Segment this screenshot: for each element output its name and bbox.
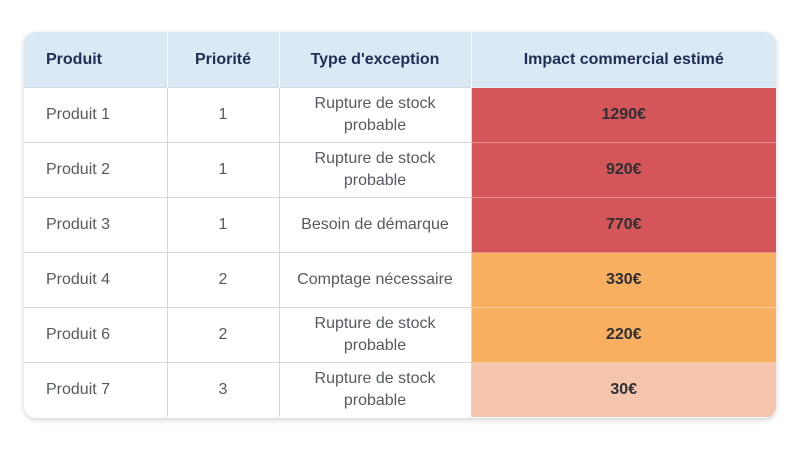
cell-priority: 1	[167, 142, 280, 198]
cell-exception-type: Rupture de stock probable	[279, 142, 472, 198]
cell-product: Produit 3	[24, 197, 168, 253]
cell-impact: 330€	[471, 252, 776, 308]
cell-impact: 220€	[471, 307, 776, 363]
cell-priority: 2	[167, 252, 280, 308]
cell-priority: 1	[167, 87, 280, 143]
exceptions-table: Produit Priorité Type d'exception Impact…	[24, 32, 776, 417]
cell-impact: 30€	[471, 362, 776, 417]
cell-product: Produit 4	[24, 252, 168, 308]
cell-product: Produit 6	[24, 307, 168, 363]
table-header-row: Produit Priorité Type d'exception Impact…	[24, 32, 776, 88]
cell-impact: 770€	[471, 197, 776, 253]
table-row[interactable]: Produit 2 1 Rupture de stock probable 92…	[24, 142, 776, 198]
cell-exception-type: Rupture de stock probable	[279, 362, 472, 417]
table-row[interactable]: Produit 4 2 Comptage nécessaire 330€	[24, 252, 776, 308]
cell-product: Produit 2	[24, 142, 168, 198]
cell-exception-type: Rupture de stock probable	[279, 87, 472, 143]
cell-exception-type: Besoin de démarque	[279, 197, 472, 253]
cell-priority: 1	[167, 197, 280, 253]
table-row[interactable]: Produit 7 3 Rupture de stock probable 30…	[24, 362, 776, 417]
table-row[interactable]: Produit 3 1 Besoin de démarque 770€	[24, 197, 776, 253]
header-product[interactable]: Produit	[24, 32, 168, 88]
header-priority[interactable]: Priorité	[167, 32, 280, 88]
cell-exception-type: Rupture de stock probable	[279, 307, 472, 363]
cell-impact: 920€	[471, 142, 776, 198]
cell-priority: 3	[167, 362, 280, 417]
cell-exception-type: Comptage nécessaire	[279, 252, 472, 308]
cell-priority: 2	[167, 307, 280, 363]
header-exception-type[interactable]: Type d'exception	[279, 32, 472, 88]
table-row[interactable]: Produit 1 1 Rupture de stock probable 12…	[24, 87, 776, 143]
exceptions-table-card: Produit Priorité Type d'exception Impact…	[24, 32, 776, 418]
cell-product: Produit 1	[24, 87, 168, 143]
cell-product: Produit 7	[24, 362, 168, 417]
header-impact[interactable]: Impact commercial estimé	[471, 32, 776, 88]
cell-impact: 1290€	[471, 87, 776, 143]
table-row[interactable]: Produit 6 2 Rupture de stock probable 22…	[24, 307, 776, 363]
